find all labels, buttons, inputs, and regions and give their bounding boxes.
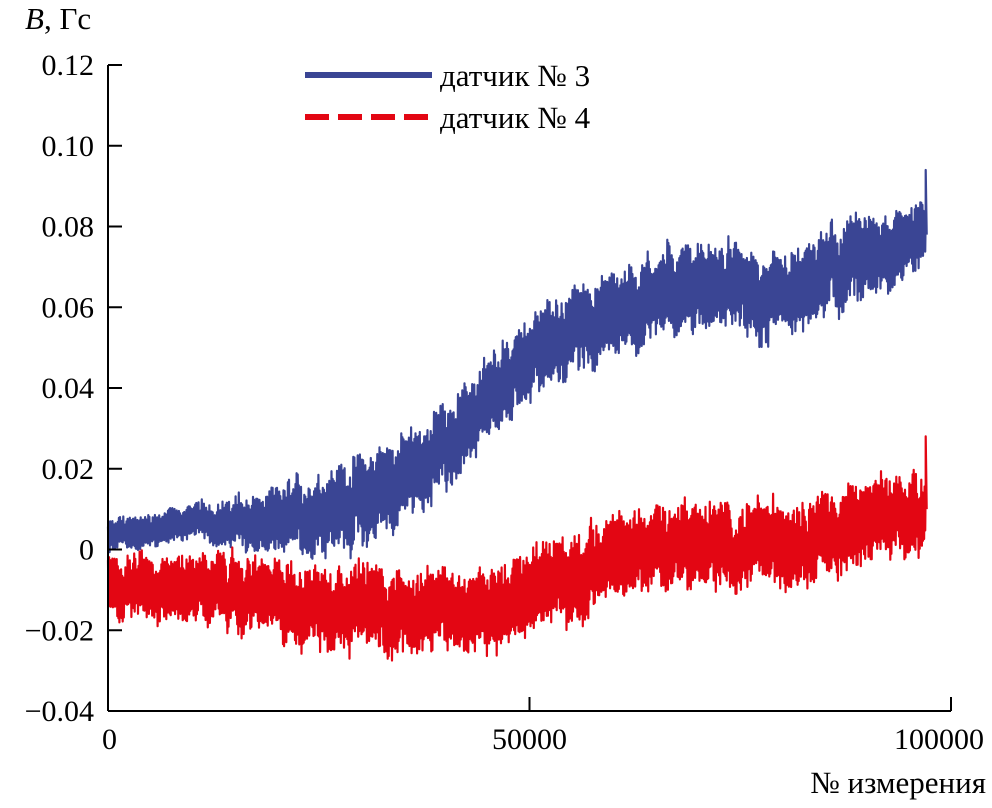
y-tick-label: 0 bbox=[79, 534, 94, 567]
ticks-layer: −0.04 −0.02 0 0.02 0.04 0.06 0.08 0.10 0.12 0 5000… bbox=[25, 49, 984, 756]
x-tick-label: 50000 bbox=[492, 723, 567, 756]
y-tick-label: 0.12 bbox=[42, 49, 95, 82]
series-line-sensor-4 bbox=[106, 435, 928, 662]
y-tick-label: 0.06 bbox=[42, 291, 95, 324]
y-tick-label: 0.10 bbox=[42, 130, 95, 163]
y-axis-unit: , Гс bbox=[44, 1, 91, 36]
y-tick-label: 0.02 bbox=[42, 453, 95, 486]
x-tick-label: 0 bbox=[102, 723, 117, 756]
y-axis-variable: B bbox=[25, 1, 44, 36]
y-tick-label: −0.02 bbox=[25, 614, 94, 647]
series-line-sensor-3 bbox=[106, 168, 928, 560]
legend-label-sensor-4: датчик № 4 bbox=[440, 100, 591, 135]
x-tick-label: 100000 bbox=[894, 723, 984, 756]
x-axis-title: № измерения bbox=[810, 765, 986, 800]
y-tick-label: 0.04 bbox=[42, 372, 95, 405]
y-tick-label: −0.04 bbox=[25, 695, 94, 728]
legend-label-sensor-3: датчик № 3 bbox=[440, 58, 590, 93]
series-layer bbox=[106, 168, 928, 662]
legend: датчик № 3 датчик № 4 bbox=[305, 58, 591, 135]
y-axis-title: B, Гс bbox=[25, 1, 91, 36]
y-tick-label: 0.08 bbox=[42, 211, 95, 244]
